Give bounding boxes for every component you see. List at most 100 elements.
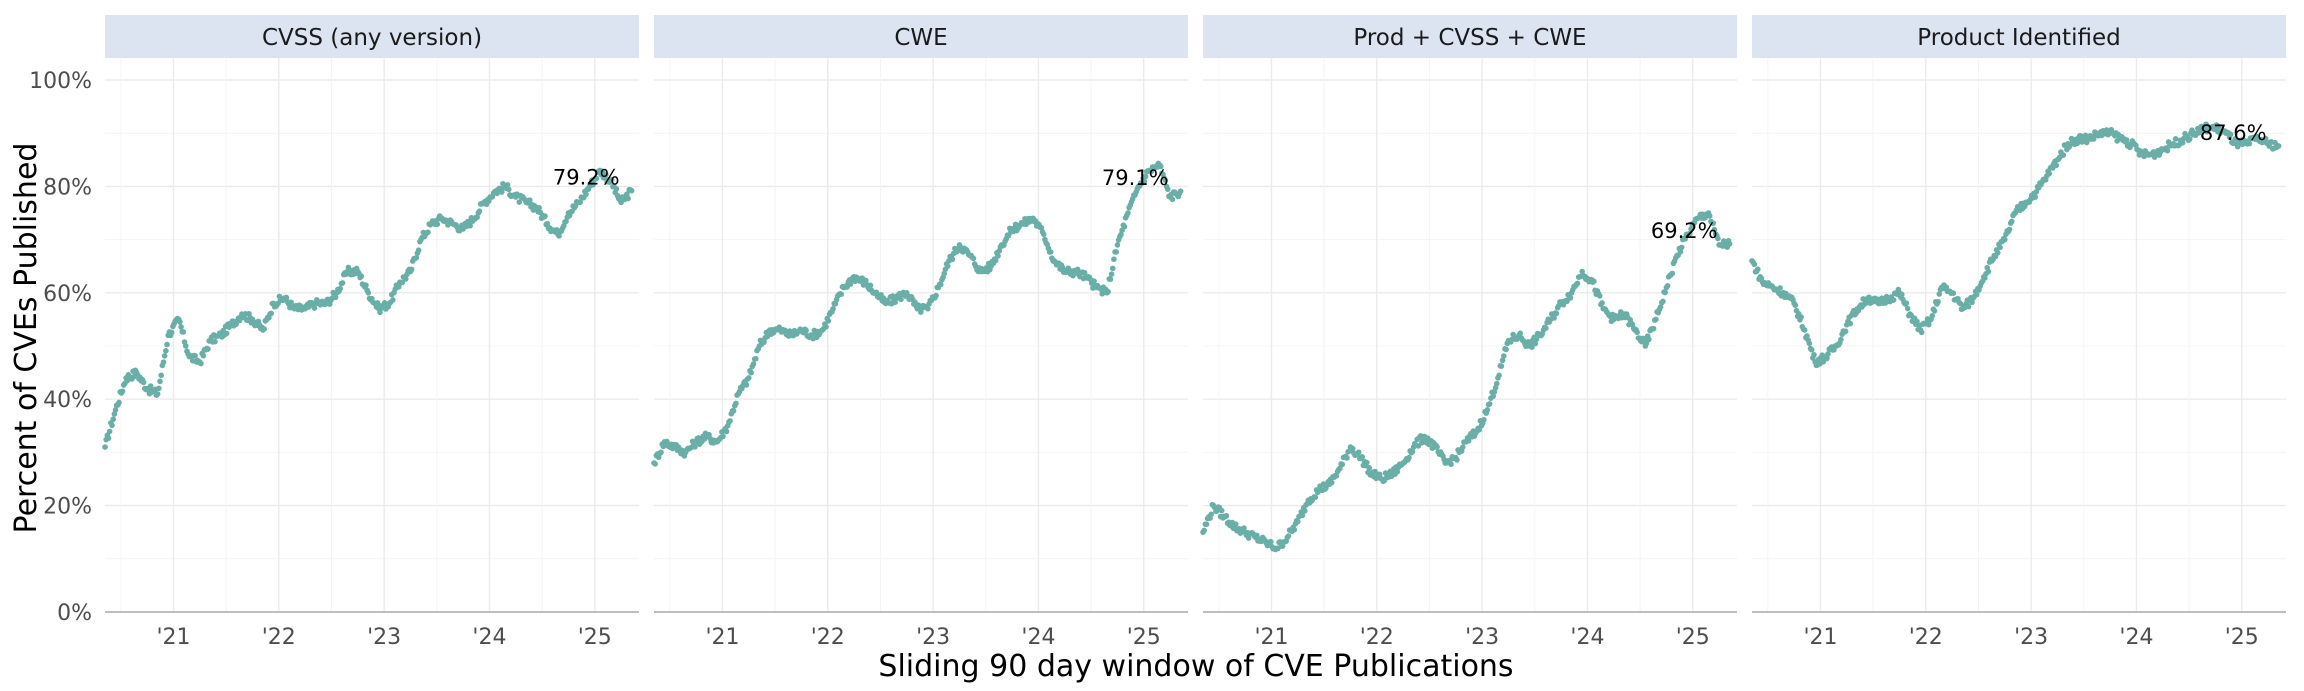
data-point-interp	[1111, 256, 1117, 263]
data-point-interp	[110, 416, 116, 423]
data-point-interp	[1490, 393, 1497, 399]
data-point-interp	[1529, 344, 1535, 350]
data-point	[1125, 210, 1131, 216]
data-point-interp	[1755, 266, 1761, 273]
data-point-interp	[268, 310, 274, 317]
data-point	[2001, 236, 2008, 243]
data-point-interp	[542, 213, 548, 219]
data-point-interp	[590, 182, 596, 188]
data-point-interp	[158, 372, 164, 379]
data-point-interp	[1599, 300, 1605, 306]
end-value-label: 87.6%	[2200, 121, 2267, 145]
data-point-interp	[2216, 123, 2222, 130]
data-point-interp	[2079, 139, 2085, 145]
data-point-interp	[1091, 278, 1097, 284]
data-point-interp	[1118, 231, 1124, 238]
panels-layer: 0% 20% 40% 60% 80% 100% CVSS (any version) '21 '…	[29, 15, 2286, 650]
data-point-interp	[1162, 177, 1169, 184]
data-point-interp	[949, 256, 956, 263]
data-point-interp	[660, 443, 667, 450]
x-tick-label: '24	[2119, 625, 2153, 650]
x-tick-label: '22	[1909, 625, 1943, 650]
data-point-interp	[1824, 355, 1830, 362]
data-point-interp	[1657, 304, 1664, 310]
data-point-interp	[577, 199, 583, 206]
data-point-interp	[1223, 513, 1230, 519]
data-point-interp	[1344, 455, 1350, 461]
data-point-interp	[140, 379, 147, 386]
data-point-interp	[1328, 479, 1335, 486]
data-point-interp	[1121, 223, 1128, 230]
data-point-interp	[1660, 298, 1666, 305]
data-point-interp	[1551, 315, 1557, 321]
x-tick-label: '23	[367, 625, 401, 650]
data-point-interp	[608, 176, 615, 183]
data-point-interp	[1811, 351, 1817, 358]
data-point-interp	[1486, 401, 1493, 407]
data-point-interp	[1499, 357, 1506, 364]
data-point-interp	[2172, 136, 2179, 142]
data-point-interp	[177, 319, 183, 325]
data-point-interp	[1406, 454, 1412, 461]
data-point-interp	[1842, 328, 1849, 335]
data-point-interp	[163, 348, 169, 354]
panel-3: Product Identified '21 '22 '23 '24 '25 87.6%	[1749, 15, 2286, 650]
data-point-interp	[1394, 468, 1401, 475]
y-tick-label: 40%	[43, 388, 92, 413]
data-point-interp	[1711, 226, 1718, 233]
data-point-interp	[1074, 266, 1081, 273]
data-point-interp	[467, 223, 473, 229]
x-tick-label: '25	[578, 625, 612, 650]
data-point-interp	[593, 175, 600, 182]
data-point-interp	[603, 171, 609, 178]
facet-strip	[1752, 15, 2286, 58]
data-point	[745, 375, 752, 381]
data-point-interp	[1931, 308, 1938, 314]
end-value-label: 79.1%	[1102, 166, 1169, 190]
data-point-interp	[1493, 380, 1500, 387]
panel-2: Prod + CVSS + CWE '21 '22 '23 '24 '25 69.2%	[1200, 15, 1737, 650]
data-point-interp	[390, 297, 396, 303]
data-point-interp	[898, 296, 904, 303]
data-point-interp	[415, 247, 422, 254]
data-point-interp	[402, 276, 409, 282]
data-point	[1040, 231, 1047, 238]
data-point-interp	[803, 327, 809, 334]
x-tick-label: '25	[1676, 625, 1710, 650]
data-point-interp	[2234, 143, 2241, 150]
x-tick-label: '21	[1803, 625, 1837, 650]
data-point-interp	[1847, 320, 1854, 327]
data-point-interp	[2186, 136, 2193, 142]
data-point-interp	[358, 273, 365, 280]
data-point-interp	[536, 205, 542, 211]
data-point-interp	[1553, 310, 1560, 317]
data-point-interp	[1434, 444, 1440, 450]
data-point-interp	[1985, 268, 1992, 275]
data-point	[365, 290, 372, 296]
data-point-interp	[937, 281, 944, 288]
data-point-interp	[339, 280, 346, 286]
data-point-interp	[1454, 457, 1460, 463]
panel-1: CWE '21 '22 '23 '24 '25 79.1%	[651, 15, 1188, 650]
data-point-interp	[1918, 329, 1925, 336]
end-value-label: 79.2%	[553, 166, 620, 190]
x-tick-label: '24	[1021, 625, 1055, 650]
y-tick-label: 60%	[43, 282, 92, 307]
data-point-interp	[505, 186, 512, 193]
data-point-interp	[761, 339, 767, 345]
data-point-interp	[1169, 196, 1176, 203]
data-point-interp	[1047, 249, 1054, 255]
data-point-interp	[1682, 236, 1688, 242]
data-point-interp	[2046, 170, 2053, 177]
data-point-interp	[1677, 249, 1684, 255]
data-point-interp	[1359, 454, 1365, 460]
data-point-interp	[1108, 271, 1115, 277]
data-point-interp	[750, 361, 757, 367]
data-point-interp	[992, 257, 999, 264]
data-point-interp	[399, 279, 406, 286]
y-tick-label: 80%	[43, 175, 92, 200]
data-point	[628, 187, 635, 194]
data-point-interp	[1517, 330, 1523, 337]
data-point-interp	[1687, 230, 1693, 237]
data-point-interp	[1364, 459, 1370, 466]
